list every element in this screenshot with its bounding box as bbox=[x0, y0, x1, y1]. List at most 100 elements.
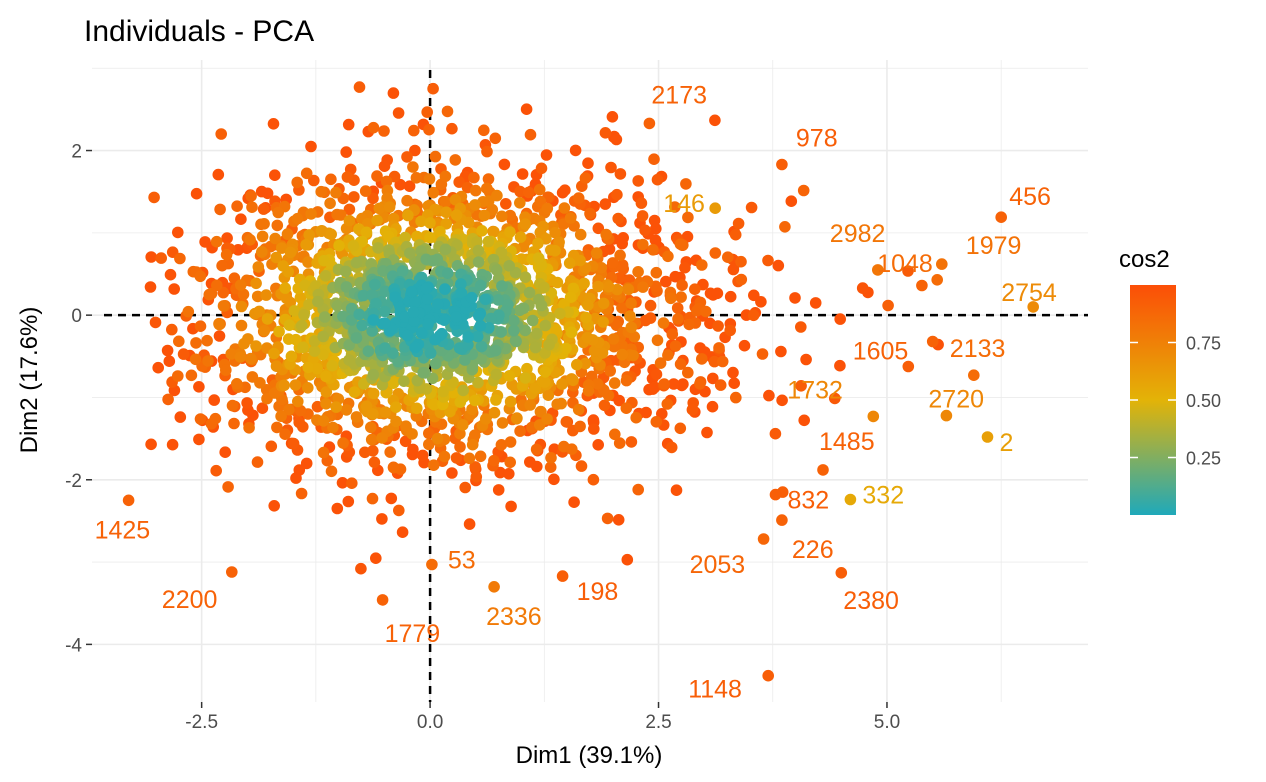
data-point bbox=[632, 266, 644, 278]
data-point bbox=[729, 228, 742, 241]
data-point bbox=[882, 299, 894, 312]
point-cloud bbox=[144, 81, 944, 575]
data-point bbox=[367, 387, 380, 400]
data-point bbox=[220, 364, 232, 376]
labeled-point-226 bbox=[776, 514, 788, 526]
data-point bbox=[637, 238, 649, 251]
data-point bbox=[624, 310, 636, 322]
data-point bbox=[661, 398, 674, 410]
data-point bbox=[144, 281, 157, 293]
data-point bbox=[401, 194, 413, 207]
data-point bbox=[231, 378, 243, 390]
labeled-point-832 bbox=[769, 488, 782, 501]
data-point bbox=[628, 331, 641, 343]
data-point bbox=[495, 246, 508, 259]
data-point bbox=[779, 221, 791, 233]
labeled-point-2336 bbox=[488, 581, 500, 593]
point-label-1048: 1048 bbox=[877, 250, 933, 278]
data-point bbox=[607, 257, 619, 269]
data-point bbox=[616, 302, 628, 314]
data-point bbox=[441, 105, 454, 118]
data-point bbox=[449, 154, 462, 166]
data-point bbox=[475, 340, 488, 353]
data-point bbox=[362, 345, 375, 358]
data-point bbox=[728, 377, 740, 390]
data-point bbox=[591, 378, 604, 390]
data-point bbox=[554, 307, 566, 320]
data-point bbox=[367, 192, 379, 205]
point-label-2720: 2720 bbox=[928, 386, 984, 414]
data-point bbox=[432, 298, 444, 311]
data-point bbox=[421, 293, 434, 305]
data-point bbox=[559, 184, 571, 196]
data-point bbox=[671, 302, 684, 314]
data-point bbox=[476, 225, 488, 237]
data-point bbox=[148, 191, 160, 204]
data-point bbox=[145, 251, 157, 263]
data-point bbox=[444, 405, 456, 418]
data-point bbox=[173, 335, 185, 348]
data-point bbox=[295, 487, 308, 500]
data-point bbox=[607, 333, 620, 345]
data-point bbox=[496, 280, 508, 292]
data-point bbox=[222, 481, 234, 493]
data-point bbox=[365, 433, 378, 446]
labeled-point-2982 bbox=[872, 264, 884, 276]
chart-title: Individuals - PCA bbox=[84, 15, 314, 48]
data-point bbox=[530, 443, 543, 456]
data-point bbox=[565, 326, 578, 339]
data-point bbox=[194, 413, 207, 425]
data-point bbox=[202, 355, 214, 367]
data-point bbox=[762, 254, 774, 267]
point-label-456: 456 bbox=[1009, 183, 1051, 211]
data-point bbox=[582, 299, 594, 311]
data-point bbox=[235, 300, 248, 313]
data-point bbox=[410, 172, 423, 184]
data-point bbox=[592, 280, 604, 293]
data-point bbox=[365, 421, 377, 434]
point-label-832: 832 bbox=[788, 487, 830, 515]
data-point bbox=[789, 292, 801, 304]
data-point bbox=[485, 312, 497, 325]
data-point bbox=[463, 452, 476, 465]
data-point bbox=[251, 456, 264, 468]
data-point bbox=[420, 282, 433, 295]
y-tick-label: -2 bbox=[65, 471, 82, 492]
data-point bbox=[463, 518, 476, 530]
data-point bbox=[686, 403, 699, 416]
data-point bbox=[675, 291, 687, 303]
data-point bbox=[396, 526, 409, 538]
data-point bbox=[488, 226, 500, 238]
data-point bbox=[387, 461, 400, 474]
labeled-point-332 bbox=[844, 493, 857, 506]
data-point bbox=[454, 441, 466, 453]
labeled-point-2754 bbox=[1027, 301, 1039, 313]
data-point bbox=[584, 207, 596, 220]
data-point bbox=[669, 270, 682, 283]
data-point bbox=[516, 168, 529, 180]
point-label-1979: 1979 bbox=[966, 232, 1022, 260]
data-point bbox=[383, 201, 396, 213]
data-point bbox=[482, 235, 495, 248]
data-point bbox=[348, 191, 360, 203]
data-point bbox=[343, 214, 356, 227]
labeled-point-2200 bbox=[226, 566, 238, 578]
data-point bbox=[284, 246, 297, 259]
data-point bbox=[639, 314, 652, 327]
data-point bbox=[558, 202, 571, 214]
data-point bbox=[407, 161, 419, 173]
data-point bbox=[588, 423, 600, 435]
data-point bbox=[535, 162, 548, 175]
data-point bbox=[258, 218, 270, 230]
data-point bbox=[539, 376, 551, 388]
data-point bbox=[574, 228, 587, 241]
data-point bbox=[724, 324, 736, 337]
data-point bbox=[696, 353, 708, 365]
data-point bbox=[409, 296, 421, 308]
data-point bbox=[658, 378, 670, 390]
data-point bbox=[346, 477, 358, 490]
data-point bbox=[496, 210, 508, 223]
data-point bbox=[185, 369, 198, 382]
data-point bbox=[650, 368, 663, 381]
data-point bbox=[340, 404, 353, 416]
